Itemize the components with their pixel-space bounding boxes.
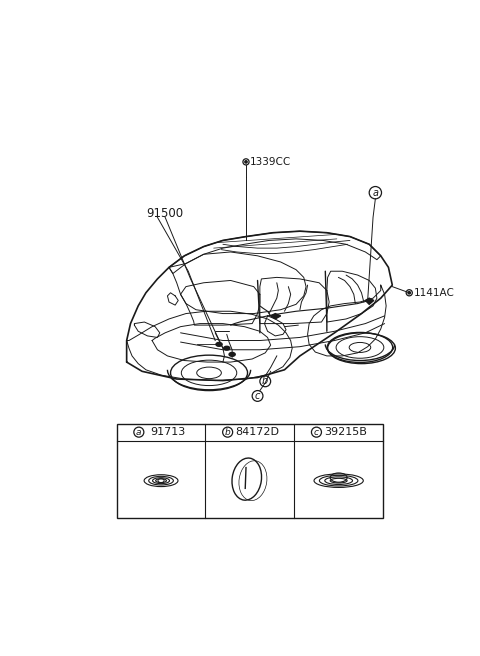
Text: b: b [225,428,230,437]
Polygon shape [271,314,281,319]
Circle shape [408,292,410,294]
Text: a: a [136,428,142,437]
Ellipse shape [224,346,230,350]
Text: b: b [262,377,268,386]
Text: 39215B: 39215B [324,427,367,437]
Circle shape [245,161,247,163]
Polygon shape [365,298,374,304]
Text: c: c [255,391,260,401]
Text: a: a [372,188,378,197]
Text: 91500: 91500 [146,207,183,220]
Ellipse shape [229,352,235,356]
Text: 1339CC: 1339CC [250,157,291,167]
Bar [117,424,383,518]
Text: 91713: 91713 [151,427,186,437]
Text: 1141AC: 1141AC [414,288,455,298]
Text: 84172D: 84172D [235,427,279,437]
Ellipse shape [216,342,222,346]
Text: c: c [314,428,319,437]
